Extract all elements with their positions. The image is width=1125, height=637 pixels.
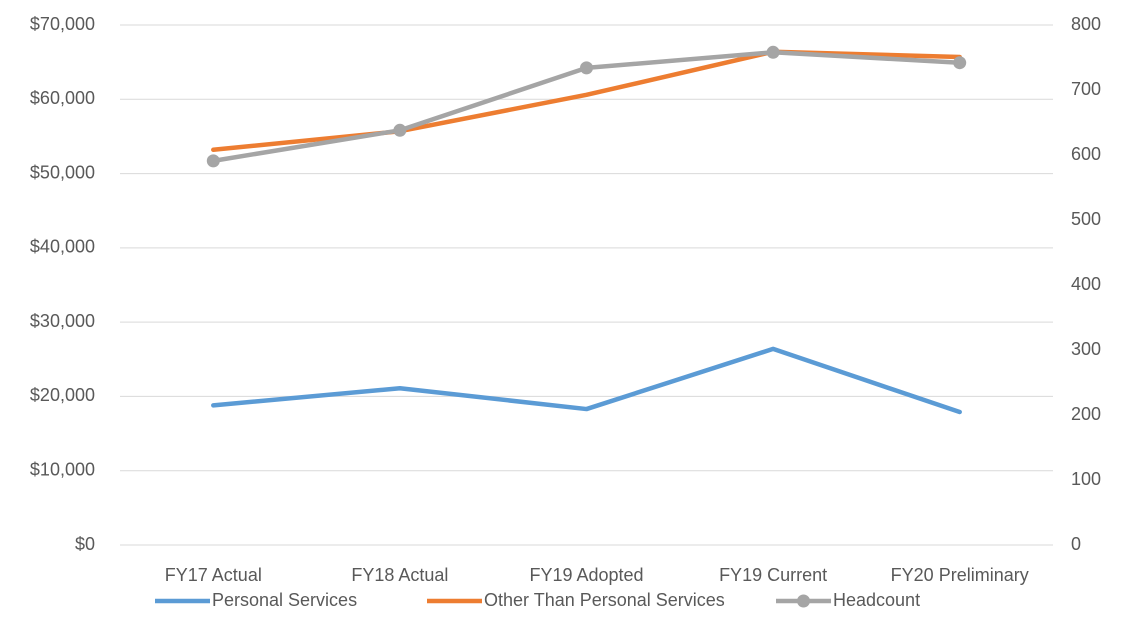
y-tick-label: $50,000 <box>30 162 95 182</box>
y-tick-label: $60,000 <box>30 88 95 108</box>
y-tick-label: $70,000 <box>30 14 95 34</box>
point-marker <box>393 123 407 137</box>
x-tick-label: FY19 Current <box>719 565 827 585</box>
x-tick-label: FY18 Actual <box>351 565 448 585</box>
y-tick-label: $10,000 <box>30 459 95 479</box>
y-tick-label: $0 <box>75 534 95 554</box>
legend-marker <box>797 594 810 608</box>
point-marker <box>206 154 220 168</box>
y-tick-label: $40,000 <box>30 237 95 257</box>
point-marker <box>580 61 593 75</box>
x-tick-label: FY19 Adopted <box>529 565 643 585</box>
legend-label: Headcount <box>833 590 920 610</box>
y-tick-label: $30,000 <box>30 311 95 331</box>
y2-tick-label: 100 <box>1071 469 1101 489</box>
point-marker <box>953 56 967 70</box>
legend-label: Personal Services <box>212 590 357 610</box>
point-marker <box>766 45 780 59</box>
y2-tick-label: 800 <box>1071 14 1101 34</box>
y2-tick-label: 200 <box>1071 404 1101 424</box>
x-tick-label: FY17 Actual <box>165 565 262 585</box>
series-line <box>211 346 962 415</box>
y-tick-label: $20,000 <box>30 385 95 405</box>
y2-tick-label: 500 <box>1071 209 1101 229</box>
y2-tick-label: 700 <box>1071 79 1101 99</box>
y2-tick-label: 0 <box>1071 534 1081 554</box>
y2-tick-label: 300 <box>1071 339 1101 359</box>
x-tick-label: FY20 Preliminary <box>891 565 1029 585</box>
legend-label: Other Than Personal Services <box>484 590 725 610</box>
y2-tick-label: 600 <box>1071 144 1101 164</box>
series-line <box>211 49 962 153</box>
y2-tick-label: 400 <box>1071 274 1101 294</box>
